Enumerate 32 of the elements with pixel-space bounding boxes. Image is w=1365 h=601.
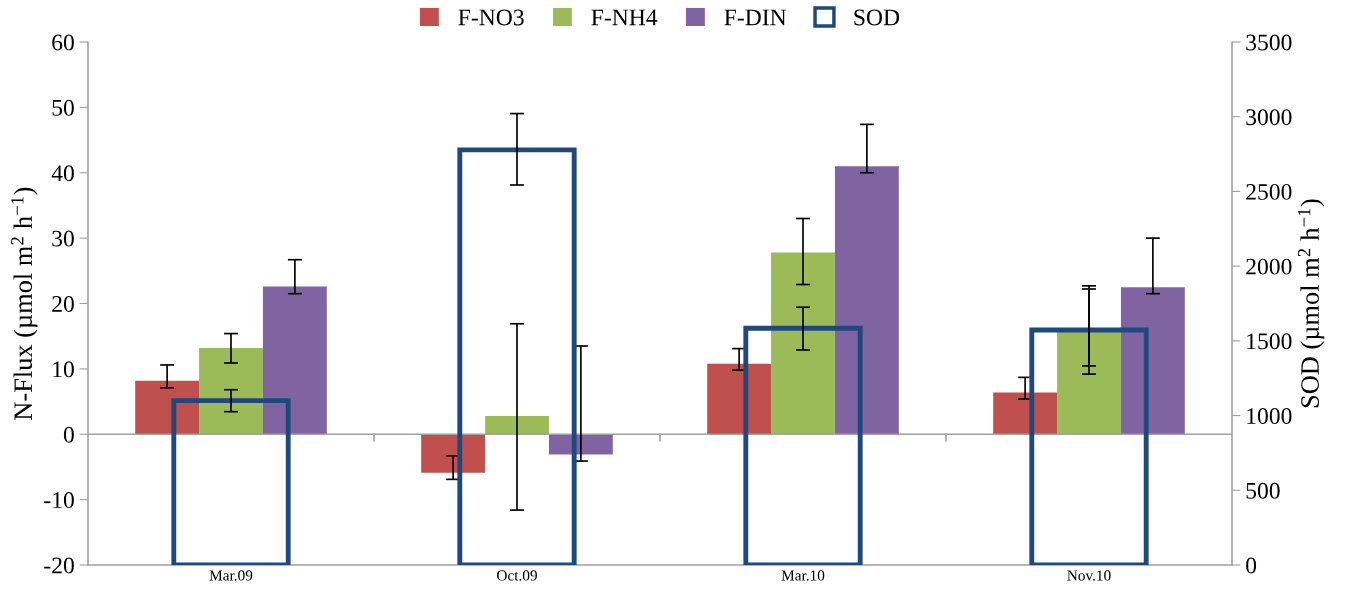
y2-tick-label: 3500 xyxy=(1246,34,1292,51)
legend-label: SOD xyxy=(854,9,900,26)
y2-axis-title: SOD (µmol m$^{2}$ h$^{−1}$) xyxy=(1297,199,1325,408)
y-tick-label: 40 xyxy=(51,165,74,182)
y-tick-label: -10 xyxy=(44,492,74,509)
legend-label: F-NH4 xyxy=(591,9,658,26)
y2-tick-label: 3000 xyxy=(1246,109,1292,126)
y2-tick-label: 0 xyxy=(1246,557,1257,574)
x-tick-label: Oct.09 xyxy=(497,570,537,581)
bar xyxy=(262,286,327,435)
y-tick-label: -20 xyxy=(44,557,74,574)
y-tick-label: 20 xyxy=(52,295,74,312)
bar xyxy=(1120,287,1185,435)
x-tick-label: Mar.09 xyxy=(209,570,253,581)
y2-tick-label: 2000 xyxy=(1246,258,1292,275)
bar xyxy=(485,415,549,435)
bar xyxy=(834,166,899,435)
y-tick-label: 0 xyxy=(63,426,74,443)
y-tick-label: 50 xyxy=(52,99,74,116)
x-tick-label: Mar.10 xyxy=(781,570,825,581)
x-tick-label: Nov.10 xyxy=(1067,570,1111,581)
bar xyxy=(1057,330,1121,435)
y2-tick-label: 500 xyxy=(1246,482,1280,499)
y2-tick-label: 1500 xyxy=(1247,333,1292,350)
y-tick-label: 10 xyxy=(53,361,74,378)
y2-tick-label: 1000 xyxy=(1247,408,1292,424)
y-tick-label: 30 xyxy=(52,230,74,247)
y-tick-label: 60 xyxy=(52,34,74,51)
legend-label: F-DIN xyxy=(724,9,787,26)
y2-tick-label: 2500 xyxy=(1246,183,1292,200)
legend-label: F-NO3 xyxy=(458,9,524,26)
y-axis-title: N-Flux (µmol m$^{2}$ h$^{−1}$) xyxy=(11,187,38,420)
